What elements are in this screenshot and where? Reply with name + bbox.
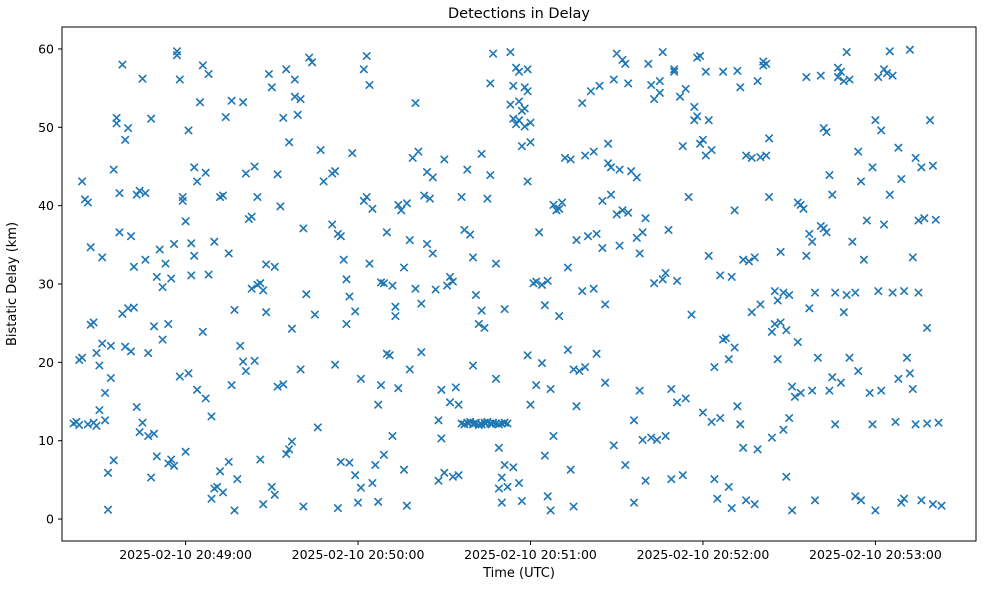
x-tick-label: 2025-02-10 20:50:00 (292, 547, 425, 562)
x-tick-label: 2025-02-10 20:51:00 (464, 547, 597, 562)
scatter-point-markers (69, 45, 946, 515)
x-tick-label: 2025-02-10 20:49:00 (119, 547, 252, 562)
x-axis-label: Time (UTC) (482, 566, 555, 581)
y-axis-ticks: 0 10 20 30 40 50 60 (38, 41, 62, 527)
chart-title: Detections in Delay (448, 6, 590, 22)
x-tick-label: 2025-02-10 20:52:00 (637, 547, 770, 562)
y-tick-label: 20 (38, 355, 54, 370)
y-tick-label: 50 (38, 120, 54, 135)
x-tick-label: 2025-02-10 20:53:00 (809, 547, 942, 562)
y-axis-label: Bistatic Delay (km) (5, 222, 20, 346)
y-tick-label: 10 (38, 433, 54, 448)
scatter-points (69, 45, 946, 515)
y-tick-label: 60 (38, 41, 54, 56)
y-tick-label: 30 (38, 277, 54, 292)
y-tick-label: 0 (46, 512, 54, 527)
axes-border (61, 26, 977, 542)
y-tick-label: 40 (38, 198, 54, 213)
x-axis-ticks: 2025-02-10 20:49:00 2025-02-10 20:50:00 20… (119, 541, 942, 562)
